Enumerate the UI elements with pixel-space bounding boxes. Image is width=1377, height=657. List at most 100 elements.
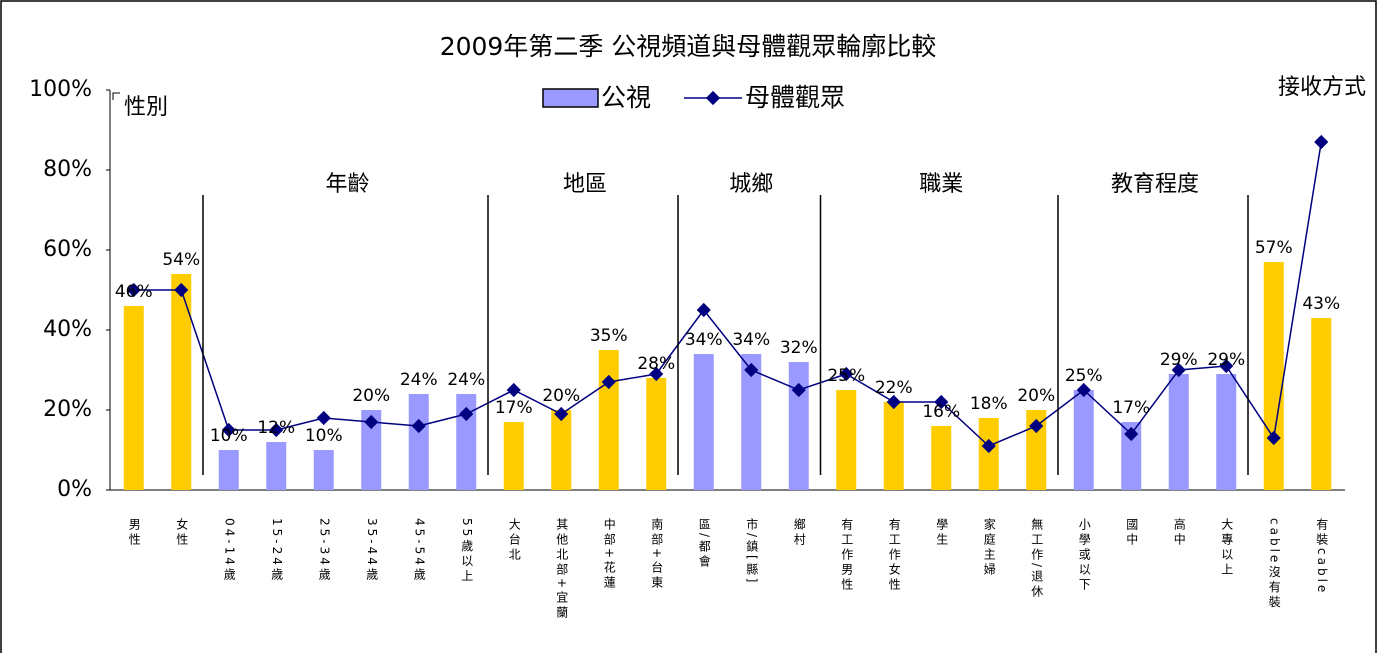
- x-tick-label: 南部+台東: [650, 517, 664, 592]
- group-label: 職業: [919, 172, 963, 197]
- x-tick-label: 無工作/退休: [1030, 517, 1044, 600]
- bar: [646, 378, 667, 490]
- bar: [931, 426, 952, 490]
- group-label: 地區: [563, 172, 607, 197]
- line-marker: [601, 374, 616, 390]
- data-label: 22%: [875, 378, 913, 398]
- bar: [361, 410, 382, 490]
- line-marker: [1314, 134, 1329, 150]
- data-label: 24%: [447, 370, 485, 390]
- data-label: 10%: [305, 426, 343, 446]
- line-marker: [1029, 418, 1044, 434]
- bar: [408, 394, 429, 490]
- data-label: 16%: [922, 402, 960, 422]
- data-label: 28%: [637, 354, 675, 374]
- x-tick-label: 大專以上: [1220, 518, 1234, 578]
- data-label: 20%: [352, 386, 390, 406]
- x-tick-label: 中部+花蓮: [602, 517, 616, 592]
- y-tick-label: 80%: [43, 157, 92, 182]
- x-tick-label: 15-24歲: [270, 518, 284, 583]
- data-label: 24%: [400, 370, 438, 390]
- x-tick-label: 女性: [175, 517, 189, 548]
- line-marker: [696, 302, 711, 318]
- line-marker: [1171, 362, 1186, 378]
- data-label: 57%: [1255, 238, 1293, 258]
- x-tick-label: 35-44歲: [365, 518, 379, 583]
- bar: [788, 362, 809, 490]
- bar: [266, 442, 287, 490]
- y-tick-label: 60%: [43, 237, 92, 262]
- y-tick-label: 0%: [57, 477, 92, 502]
- bar: [1263, 262, 1284, 490]
- x-tick-label: 國中: [1125, 518, 1139, 548]
- x-tick-label: 區/都會: [697, 518, 711, 570]
- line-marker: [649, 366, 664, 382]
- chart-title: 2009年第二季 公視頻道與母體觀眾輪廓比較: [440, 32, 937, 61]
- bar: [978, 418, 999, 490]
- data-label: 29%: [1207, 350, 1245, 370]
- x-tick-label: 25-34歲: [317, 518, 331, 583]
- group-label: 接收方式: [1278, 75, 1366, 100]
- group-label: 城鄉: [729, 172, 773, 197]
- legend-label: 公視: [601, 83, 651, 112]
- bar: [883, 402, 904, 490]
- bar: [741, 354, 762, 490]
- line-marker: [506, 382, 521, 398]
- x-tick-label: 鄉村: [792, 518, 806, 548]
- data-label: 20%: [542, 386, 580, 406]
- line-marker: [1266, 430, 1281, 446]
- y-tick-label: 100%: [29, 77, 92, 102]
- data-label: 54%: [162, 250, 200, 270]
- data-label: 43%: [1302, 294, 1340, 314]
- data-label: 25%: [827, 366, 865, 386]
- data-label: 34%: [732, 330, 770, 350]
- line: [133, 141, 1322, 447]
- data-label: 25%: [1065, 366, 1103, 386]
- group-label: 年齡: [325, 172, 369, 197]
- x-tick-label: cable沒有裝: [1267, 518, 1281, 610]
- bar: [456, 394, 477, 490]
- line-marker: [1219, 358, 1234, 374]
- bar: [693, 354, 714, 490]
- line-marker: [364, 414, 379, 430]
- legend-label: 母體觀眾: [745, 83, 845, 112]
- line-marker: [744, 362, 759, 378]
- data-label: 10%: [210, 426, 248, 446]
- line-marker: [269, 422, 284, 438]
- line-marker: [411, 418, 426, 434]
- bar: [1026, 410, 1047, 490]
- data-label: 46%: [115, 282, 153, 302]
- x-tick-label: 有工作女性: [887, 518, 901, 593]
- line-marker: [791, 382, 806, 398]
- line-marker: [981, 438, 996, 454]
- data-label: 17%: [1112, 398, 1150, 418]
- data-label: 32%: [780, 338, 818, 358]
- x-tick-label: 男性: [127, 518, 141, 548]
- data-label: 34%: [685, 330, 723, 350]
- line-marker: [459, 406, 474, 422]
- data-label: 35%: [590, 326, 628, 346]
- x-tick-label: 大台北: [507, 518, 521, 563]
- x-tick-label: 高中: [1172, 517, 1186, 548]
- bar: [503, 422, 524, 490]
- bar: [1073, 390, 1094, 490]
- legend-marker: [705, 90, 721, 106]
- x-tick-label: 小學或以下: [1077, 518, 1091, 593]
- bar: [218, 450, 239, 490]
- x-tick-label: 有工作男性: [840, 518, 854, 593]
- x-tick-label: 04-14歲: [222, 518, 236, 583]
- bar: [551, 410, 572, 490]
- x-tick-label: 45-54歲: [412, 518, 426, 583]
- x-tick-label: 市/鎮[縣]: [745, 517, 759, 586]
- line-marker: [221, 422, 236, 438]
- data-label: 17%: [495, 398, 533, 418]
- line-marker: [886, 394, 901, 410]
- line-marker: [1124, 426, 1139, 442]
- bar: [1216, 374, 1237, 490]
- group-label: 教育程度: [1111, 172, 1199, 197]
- x-tick-label: 家庭主婦: [982, 517, 996, 578]
- bar: [836, 390, 857, 490]
- line-marker: [839, 366, 854, 382]
